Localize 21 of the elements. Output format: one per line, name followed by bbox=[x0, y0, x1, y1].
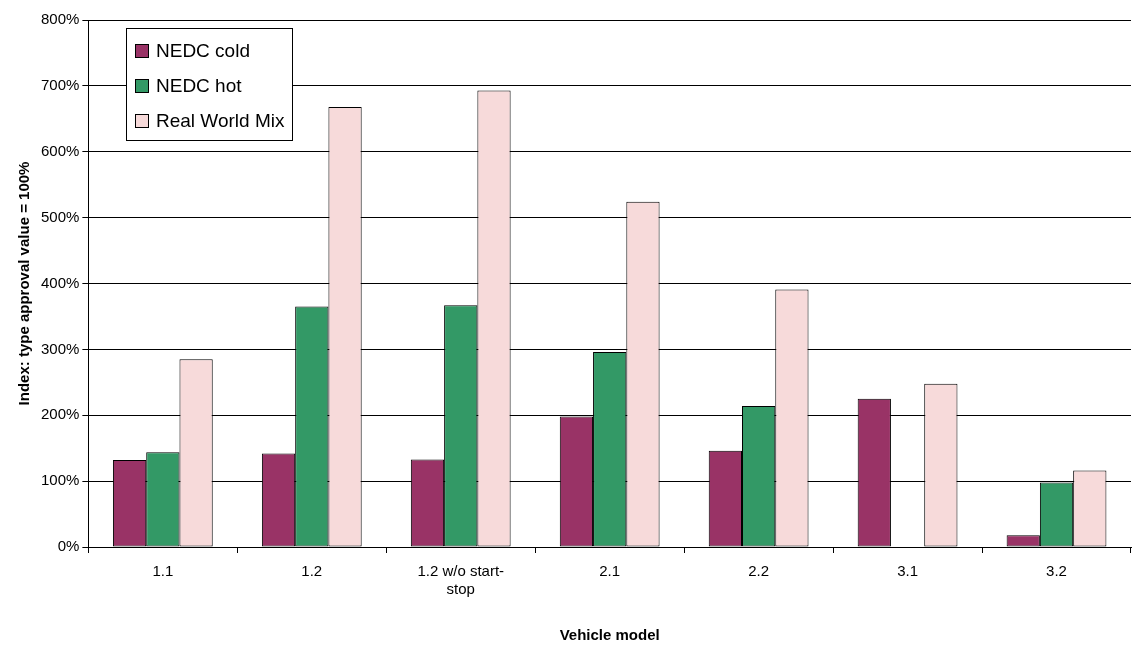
legend-label: NEDC hot bbox=[156, 74, 242, 97]
y-tick-label: 200% bbox=[40, 405, 80, 423]
x-tick-label: 3.2 bbox=[1046, 562, 1067, 580]
y-tick-label: 700% bbox=[40, 76, 80, 94]
x-tick-label: 2.1 bbox=[599, 562, 621, 580]
x-tick-label: 1.2 bbox=[301, 562, 323, 580]
y-tick-label: 0% bbox=[57, 537, 80, 555]
x-tick-label: 1.1 bbox=[152, 562, 174, 580]
y-tick-label: 400% bbox=[40, 273, 80, 291]
x-axis-title: Vehicle model bbox=[559, 626, 660, 644]
x-tick-label: 3.1 bbox=[897, 562, 919, 580]
x-tick-label: 2.2 bbox=[748, 562, 770, 580]
x-tick-label: 1.2 w/o start-stop bbox=[417, 562, 505, 598]
y-tick-label: 800% bbox=[40, 10, 80, 28]
y-tick-label: 100% bbox=[40, 471, 80, 489]
y-tick-label: 500% bbox=[40, 207, 80, 225]
y-axis-title: Index: type approval value = 100% bbox=[15, 161, 33, 406]
legend-label: NEDC cold bbox=[156, 39, 250, 62]
y-tick-label: 300% bbox=[40, 339, 80, 357]
y-tick-label: 600% bbox=[40, 141, 80, 159]
legend-label: Real World Mix bbox=[156, 109, 285, 132]
